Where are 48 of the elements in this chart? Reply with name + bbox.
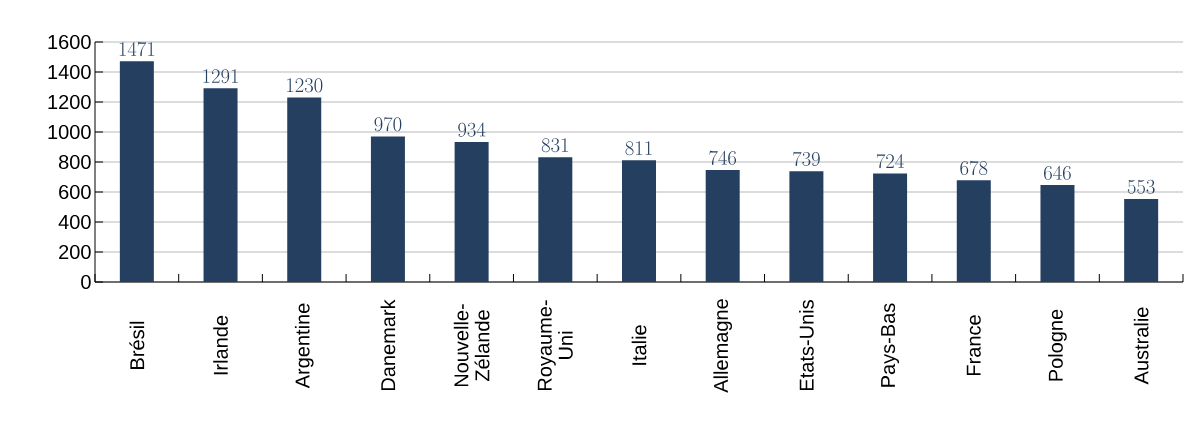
y-tick-label: 1400 <box>48 64 91 80</box>
x-tick-label: Brésil <box>129 321 145 369</box>
bar <box>1124 199 1159 282</box>
y-tick-label: 1200 <box>48 94 91 110</box>
data-label: 934 <box>458 122 486 137</box>
bar <box>119 61 154 282</box>
data-label: 1471 <box>119 41 155 57</box>
data-label: 970 <box>374 116 402 132</box>
bar <box>789 171 824 282</box>
x-tick-label: Danemark <box>380 299 396 391</box>
x-tick-label: Irlande <box>213 315 228 375</box>
bar <box>203 88 238 282</box>
data-label: 553 <box>1127 179 1155 194</box>
x-tick-label: Nouvelle-Zélande <box>453 304 490 387</box>
bar <box>370 136 405 282</box>
y-tick-label: 400 <box>58 214 91 230</box>
data-label: 646 <box>1044 165 1071 180</box>
x-tick-label: Italie <box>631 325 647 365</box>
data-label: 831 <box>541 138 568 153</box>
bar <box>1040 185 1075 282</box>
data-label: 811 <box>625 141 652 156</box>
x-tick-label: Allemagne <box>713 299 733 393</box>
data-label: 739 <box>793 151 820 166</box>
x-tick-label: Australie <box>1133 307 1149 385</box>
x-tick-label: Argentine <box>294 303 314 389</box>
y-tick-label: 200 <box>59 244 91 260</box>
bar <box>454 141 489 282</box>
data-label: 724 <box>876 153 904 169</box>
data-label: 678 <box>960 160 988 176</box>
y-tick-label: 1000 <box>48 124 91 140</box>
y-tick-label: 0 <box>81 274 91 290</box>
data-label: 1230 <box>287 78 323 93</box>
x-tick-label: France <box>966 315 981 375</box>
bar <box>622 160 656 282</box>
bar <box>705 170 740 282</box>
data-label: 746 <box>709 150 737 165</box>
y-tick-label: 600 <box>59 184 91 200</box>
x-tick-label: Pays-Bas <box>881 303 900 387</box>
x-tick-label: Royaume-Uni <box>537 300 573 391</box>
data-label: 1291 <box>203 69 238 84</box>
x-tick-label: Etats-Unis <box>799 300 814 390</box>
x-tick-label: Pologne <box>1048 309 1067 381</box>
y-tick-label: 1600 <box>48 34 91 50</box>
bar <box>538 157 573 282</box>
bar <box>287 97 322 282</box>
bar <box>873 173 908 282</box>
bar <box>956 180 991 282</box>
y-tick-label: 800 <box>58 154 91 170</box>
